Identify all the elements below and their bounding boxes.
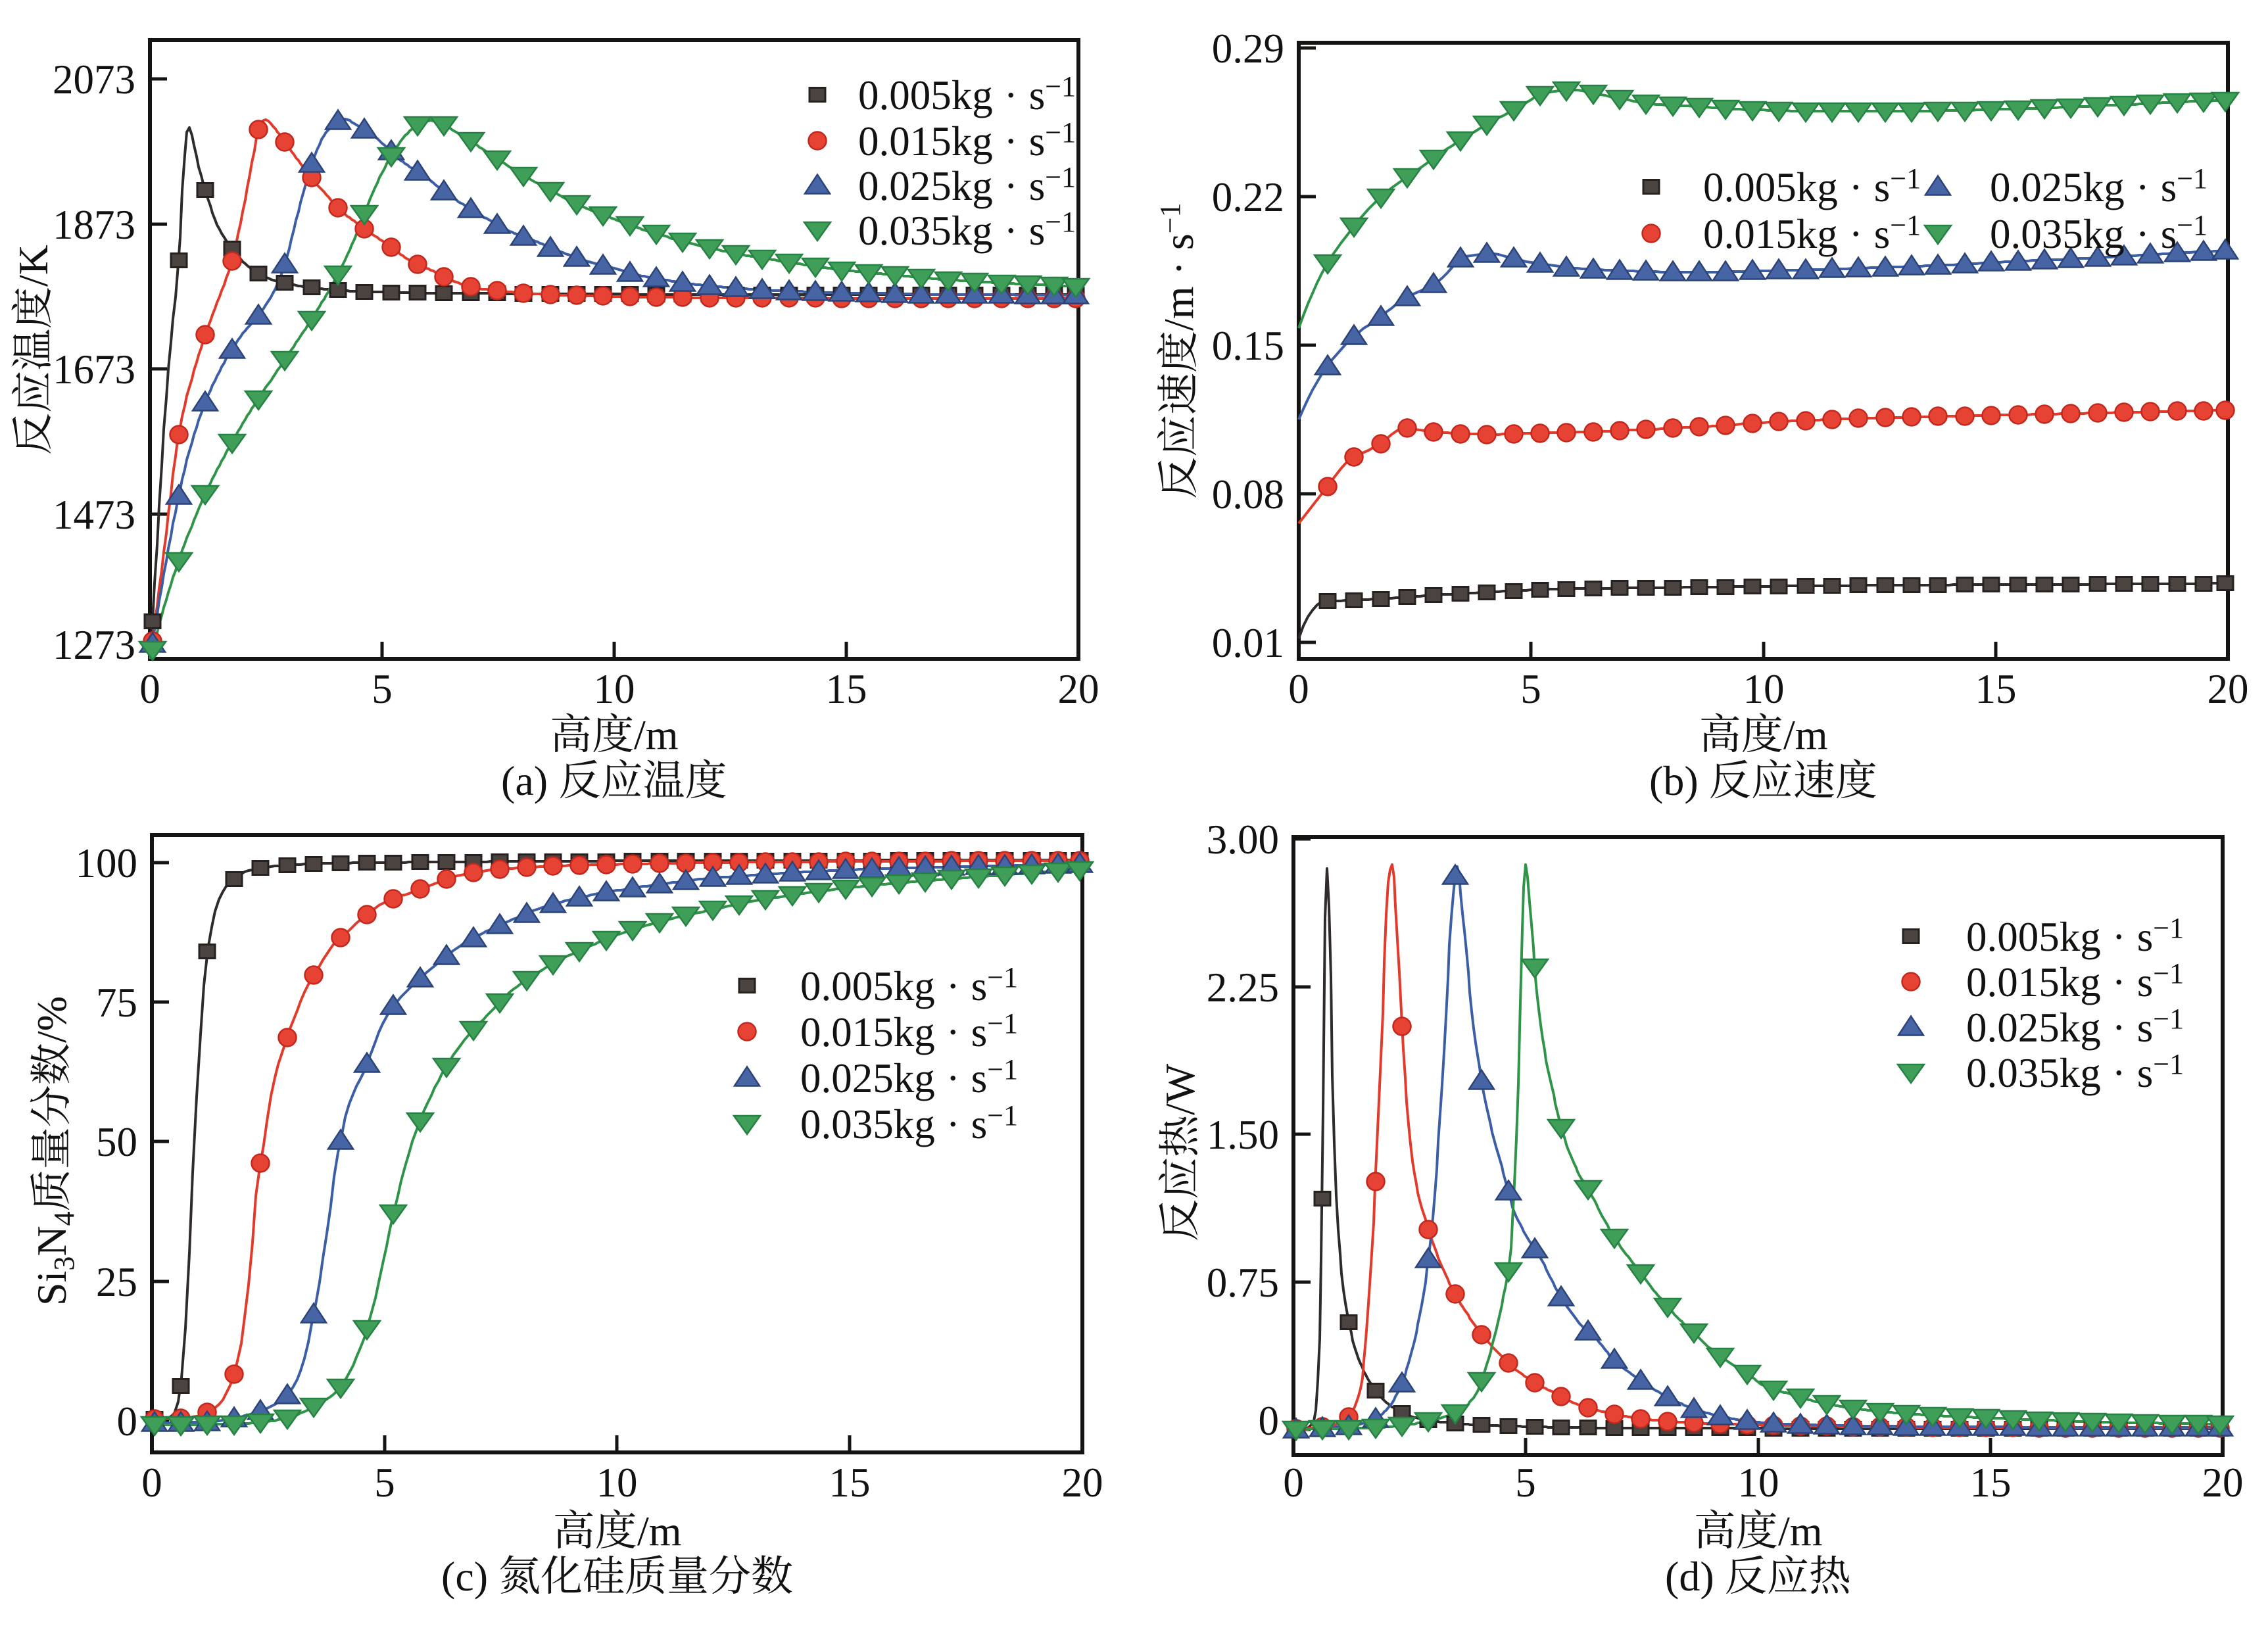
svg-text:0.025kg·s−1: 0.025kg · s−1	[800, 1053, 1018, 1101]
svg-text:/m: /m	[1778, 1508, 1823, 1554]
svg-text:15: 15	[1970, 1460, 2012, 1506]
svg-text:10: 10	[1738, 1460, 1779, 1506]
svg-text:10: 10	[1743, 666, 1785, 712]
svg-text:0.005kg·s−1: 0.005kg · s−1	[858, 70, 1076, 118]
svg-text:5: 5	[1515, 1460, 1536, 1506]
svg-text:/W: /W	[1157, 1063, 1203, 1115]
svg-text:1673: 1673	[53, 347, 135, 393]
svg-text:0.025kg·s−1: 0.025kg · s−1	[1966, 1003, 2184, 1051]
svg-text:2.25: 2.25	[1207, 965, 1279, 1011]
svg-text:/%: /%	[28, 996, 75, 1043]
svg-text:0.005kg·s−1: 0.005kg · s−1	[1703, 162, 1921, 210]
svg-text:0: 0	[1259, 1398, 1280, 1444]
svg-text:0.015kg·s−1: 0.015kg · s−1	[800, 1007, 1018, 1055]
svg-text:5: 5	[374, 1460, 395, 1506]
svg-text:0.035kg·s−1: 0.035kg · s−1	[858, 206, 1076, 254]
svg-text:0.01: 0.01	[1212, 620, 1284, 666]
svg-text:10: 10	[594, 666, 635, 712]
svg-text:20: 20	[2208, 666, 2249, 712]
svg-text:15: 15	[829, 1460, 871, 1506]
svg-text:50: 50	[96, 1119, 137, 1165]
svg-text:75: 75	[96, 980, 137, 1026]
svg-text:1873: 1873	[53, 202, 135, 248]
svg-text:0.005kg·s−1: 0.005kg · s−1	[1966, 912, 2184, 960]
svg-text:0.035kg·s−1: 0.035kg · s−1	[1990, 209, 2208, 257]
svg-text:3.00: 3.00	[1207, 817, 1279, 863]
svg-text:/m: /m	[1783, 711, 1828, 758]
svg-text:0.22: 0.22	[1212, 174, 1284, 220]
svg-text:0.75: 0.75	[1207, 1260, 1279, 1306]
svg-text:15: 15	[826, 666, 867, 712]
svg-text:25: 25	[96, 1259, 137, 1305]
svg-text:20: 20	[2202, 1460, 2244, 1506]
svg-text:0.005kg·s−1: 0.005kg · s−1	[800, 961, 1018, 1009]
svg-text:0.015kg·s−1: 0.015kg · s−1	[1703, 209, 1921, 257]
svg-text:/m: /m	[634, 711, 679, 758]
svg-text:20: 20	[1062, 1460, 1103, 1506]
svg-text:0.29: 0.29	[1212, 26, 1284, 72]
svg-text:5: 5	[372, 666, 393, 712]
svg-text:/K: /K	[10, 245, 57, 287]
svg-text:2073: 2073	[53, 57, 135, 103]
svg-text:/m: /m	[637, 1508, 682, 1554]
svg-text:20: 20	[1058, 666, 1099, 712]
svg-text:0.025kg·s−1: 0.025kg · s−1	[858, 161, 1076, 209]
svg-text:1.50: 1.50	[1207, 1112, 1279, 1158]
svg-text:1273: 1273	[53, 622, 135, 668]
svg-text:100: 100	[76, 840, 138, 886]
svg-text:0.015kg·s−1: 0.015kg · s−1	[1966, 957, 2184, 1005]
svg-text:(c): (c)	[441, 1553, 488, 1600]
svg-text:0.15: 0.15	[1212, 323, 1284, 369]
svg-text:/m·s−1: /m·s−1	[1154, 203, 1202, 331]
svg-text:0.035kg·s−1: 0.035kg · s−1	[1966, 1048, 2184, 1096]
svg-text:0.08: 0.08	[1212, 471, 1284, 517]
svg-text:15: 15	[1975, 666, 2017, 712]
svg-text:0: 0	[141, 1460, 162, 1506]
svg-text:(a): (a)	[501, 757, 548, 804]
svg-text:(b): (b)	[1649, 757, 1699, 804]
svg-text:0: 0	[117, 1399, 138, 1445]
svg-text:0.035kg·s−1: 0.035kg · s−1	[800, 1099, 1018, 1147]
svg-text:0: 0	[1288, 666, 1309, 712]
svg-text:0: 0	[139, 666, 160, 712]
svg-text:(d): (d)	[1665, 1553, 1714, 1600]
svg-text:5: 5	[1520, 666, 1541, 712]
svg-text:10: 10	[596, 1460, 638, 1506]
svg-text:0.025kg·s−1: 0.025kg · s−1	[1990, 162, 2208, 210]
svg-text:0: 0	[1283, 1460, 1304, 1506]
svg-text:0.015kg·s−1: 0.015kg · s−1	[858, 116, 1076, 164]
svg-text:1473: 1473	[53, 492, 135, 538]
